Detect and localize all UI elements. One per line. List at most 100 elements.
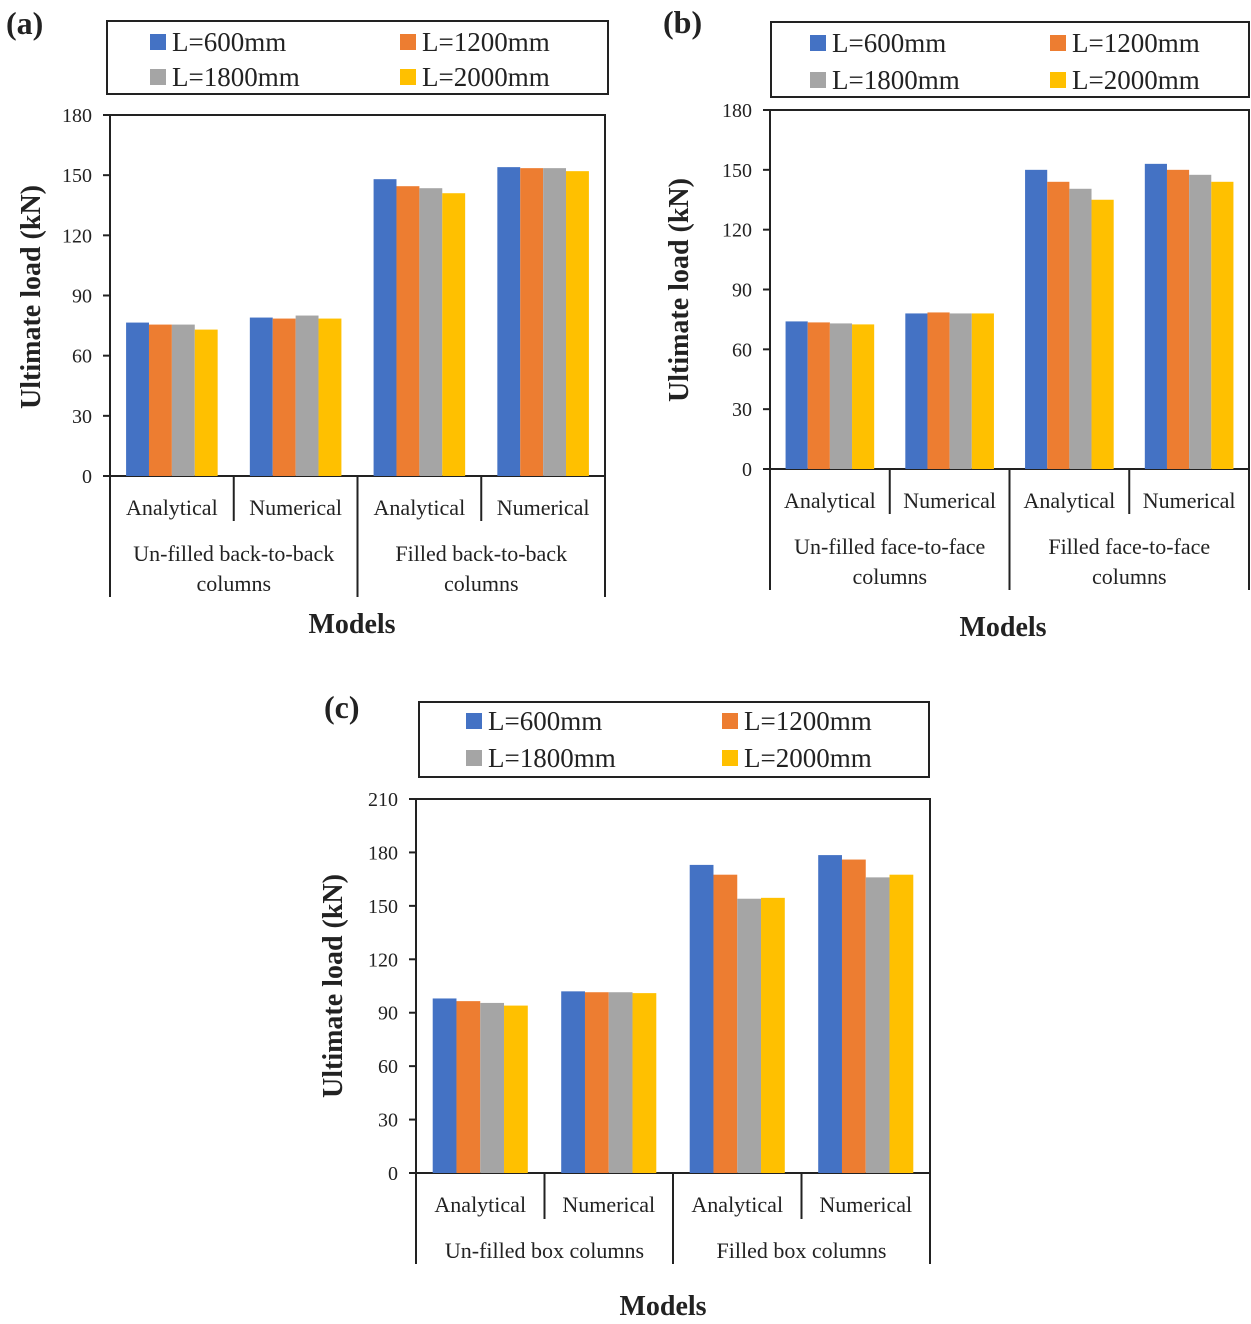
y-tick-label: 150 xyxy=(722,160,752,182)
y-tick-label: 0 xyxy=(82,466,92,488)
bar xyxy=(504,1005,528,1173)
bar xyxy=(1166,169,1190,470)
group-label: Filled face-to-face xyxy=(1048,534,1210,559)
legend-label: L=2000mm xyxy=(422,62,550,92)
y-tick-label: 210 xyxy=(368,789,398,811)
bar xyxy=(1211,181,1234,470)
legend-label: L=1200mm xyxy=(422,27,550,57)
legend-label: L=600mm xyxy=(172,27,286,57)
legend-swatch xyxy=(150,34,166,50)
category-label: Numerical xyxy=(903,488,996,513)
x-axis-title: Models xyxy=(959,612,1046,643)
y-tick-label: 150 xyxy=(368,896,398,918)
group-label: Filled box columns xyxy=(717,1238,887,1263)
x-axis-title: Models xyxy=(619,1291,706,1322)
legend-box xyxy=(418,701,930,778)
category-label: Numerical xyxy=(1143,488,1236,513)
legend-swatch xyxy=(466,713,482,729)
y-axis-title: Ultimate load (kN) xyxy=(16,185,47,409)
legend-swatch xyxy=(466,750,482,766)
group-label: Filled back-to-back xyxy=(395,541,567,566)
category-label: Numerical xyxy=(249,495,342,520)
legend-label: L=1200mm xyxy=(744,706,872,736)
legend-label: L=2000mm xyxy=(744,743,872,773)
bar xyxy=(456,1001,481,1173)
group-label: columns xyxy=(852,564,927,589)
bar xyxy=(927,312,950,469)
bar xyxy=(318,318,342,476)
bar xyxy=(520,168,544,476)
bar xyxy=(761,897,785,1173)
x-axis-title: Models xyxy=(308,609,395,640)
chart-panel-c: (c) L=600mm L=1200mm L=1800mm L=2000mm 0 30 60 9… xyxy=(318,689,931,1322)
group-label: columns xyxy=(1092,564,1167,589)
y-tick-label: 120 xyxy=(62,225,92,247)
y-tick-label: 30 xyxy=(378,1110,398,1132)
legend-label: L=1200mm xyxy=(1072,28,1200,58)
bar xyxy=(126,322,149,476)
panel-label: (c) xyxy=(324,689,360,725)
legend-box xyxy=(106,20,609,95)
y-tick-label: 180 xyxy=(62,105,92,127)
y-tick-label: 0 xyxy=(742,459,752,481)
bar xyxy=(480,1002,505,1173)
bar xyxy=(1189,174,1212,469)
panel-label: (a) xyxy=(6,5,43,41)
legend-swatch xyxy=(1050,35,1066,51)
bar xyxy=(566,171,589,476)
bar xyxy=(1144,163,1167,469)
group-label: columns xyxy=(444,571,519,596)
y-tick-label: 180 xyxy=(368,842,398,864)
legend-label: L=1800mm xyxy=(488,743,616,773)
group-label: columns xyxy=(196,571,271,596)
bar xyxy=(272,318,296,476)
legend-swatch xyxy=(722,750,738,766)
bar xyxy=(1069,188,1092,469)
y-tick-label: 120 xyxy=(722,220,752,242)
bar xyxy=(971,313,994,469)
y-axis-title: Ultimate load (kN) xyxy=(318,874,349,1098)
group-label: Un-filled box columns xyxy=(445,1238,644,1263)
panel-label: (b) xyxy=(663,4,702,40)
bar xyxy=(419,188,443,477)
legend-label: L=600mm xyxy=(832,28,946,58)
bar xyxy=(584,992,609,1173)
bar xyxy=(194,329,218,476)
legend-label: L=1800mm xyxy=(172,62,300,92)
bar xyxy=(1047,181,1070,470)
bar xyxy=(949,313,972,469)
y-tick-label: 90 xyxy=(378,1003,398,1025)
bar xyxy=(785,321,808,469)
bar xyxy=(737,898,762,1173)
category-label: Analytical xyxy=(374,495,466,520)
bar xyxy=(432,998,457,1173)
bar xyxy=(497,167,521,476)
bar xyxy=(171,324,195,476)
group-label: Un-filled face-to-face xyxy=(794,534,985,559)
category-label: Numerical xyxy=(497,495,590,520)
legend-swatch xyxy=(810,72,826,88)
bar xyxy=(148,324,172,476)
bar xyxy=(561,991,585,1173)
bar xyxy=(865,877,890,1173)
bar xyxy=(396,186,420,477)
legend-swatch xyxy=(400,34,416,50)
bar xyxy=(249,317,273,476)
bar xyxy=(818,855,842,1173)
legend-swatch xyxy=(400,69,416,85)
legend-swatch xyxy=(150,69,166,85)
category-label: Analytical xyxy=(434,1192,526,1217)
bar xyxy=(543,168,567,476)
category-label: Analytical xyxy=(1024,488,1116,513)
y-tick-label: 60 xyxy=(378,1056,398,1078)
legend-swatch xyxy=(1050,72,1066,88)
category-label: Numerical xyxy=(819,1192,912,1217)
category-label: Numerical xyxy=(562,1192,655,1217)
y-tick-label: 30 xyxy=(72,406,92,428)
bar xyxy=(807,322,830,469)
chart-panel-a: (a) L=600mm L=1200mm L=1800mm L=2000mm 0 30 60 9… xyxy=(6,5,609,640)
y-tick-label: 60 xyxy=(72,346,92,368)
y-tick-label: 120 xyxy=(368,949,398,971)
legend-swatch xyxy=(722,713,738,729)
